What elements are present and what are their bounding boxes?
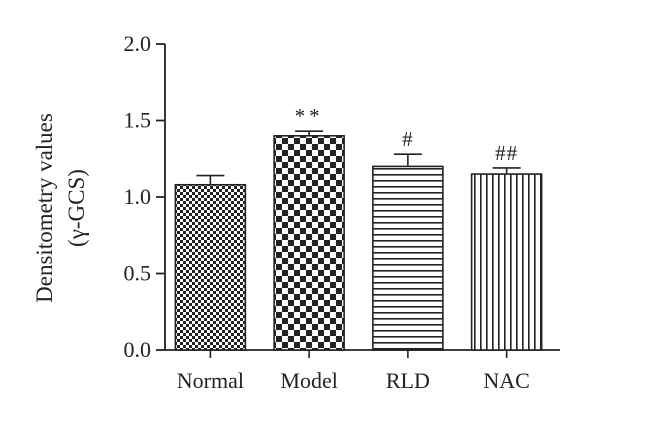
x-tick-label: Model [280, 368, 337, 393]
significance-label: ** [295, 104, 324, 128]
bar [372, 165, 444, 351]
y-tick-label: 0.0 [124, 337, 152, 362]
y-tick-label: 2.0 [124, 31, 152, 56]
plot-area: 0.0 0.5 1.0 1.5 2.0 Normal Model ** RLD # NAC ## [124, 31, 560, 393]
x-tick-label: NAC [483, 368, 529, 393]
significance-label: # [402, 127, 414, 151]
y-axis-title: Densitometry values (γ-GCS) [32, 113, 89, 303]
y-tick-label: 1.0 [124, 184, 152, 209]
bar [174, 183, 247, 351]
y-axis-title-line-1: Densitometry values [32, 113, 57, 303]
bar [470, 173, 543, 351]
bar [273, 135, 345, 351]
x-tick-label: RLD [386, 368, 430, 393]
y-tick-label: 1.5 [124, 108, 152, 133]
significance-label: ## [495, 141, 518, 165]
y-axis-title-line-2: (γ-GCS) [64, 169, 89, 247]
y-tick-label: 0.5 [124, 261, 152, 286]
x-tick-label: Normal [177, 368, 244, 393]
